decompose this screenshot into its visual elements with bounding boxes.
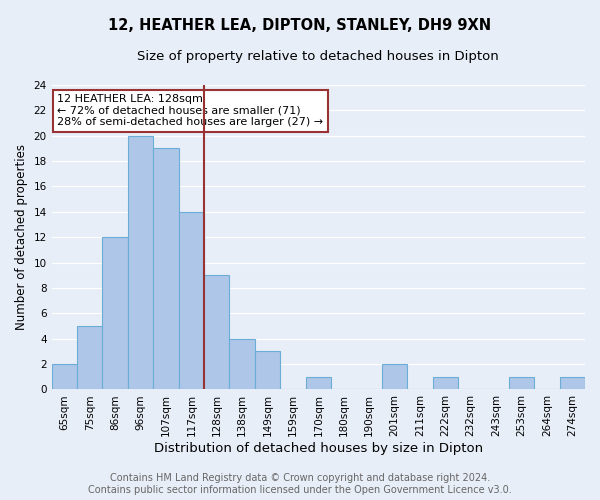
Bar xyxy=(77,326,103,390)
Bar xyxy=(255,352,280,390)
Bar xyxy=(433,377,458,390)
Bar xyxy=(128,136,153,390)
X-axis label: Distribution of detached houses by size in Dipton: Distribution of detached houses by size … xyxy=(154,442,483,455)
Bar xyxy=(382,364,407,390)
Text: 12 HEATHER LEA: 128sqm
← 72% of detached houses are smaller (71)
28% of semi-det: 12 HEATHER LEA: 128sqm ← 72% of detached… xyxy=(57,94,323,128)
Bar xyxy=(229,338,255,390)
Title: Size of property relative to detached houses in Dipton: Size of property relative to detached ho… xyxy=(137,50,499,63)
Bar xyxy=(204,276,229,390)
Bar xyxy=(509,377,534,390)
Bar xyxy=(179,212,204,390)
Text: 12, HEATHER LEA, DIPTON, STANLEY, DH9 9XN: 12, HEATHER LEA, DIPTON, STANLEY, DH9 9X… xyxy=(109,18,491,32)
Text: Contains HM Land Registry data © Crown copyright and database right 2024.
Contai: Contains HM Land Registry data © Crown c… xyxy=(88,474,512,495)
Bar xyxy=(153,148,179,390)
Bar xyxy=(103,237,128,390)
Bar xyxy=(305,377,331,390)
Bar xyxy=(560,377,585,390)
Y-axis label: Number of detached properties: Number of detached properties xyxy=(15,144,28,330)
Bar xyxy=(52,364,77,390)
